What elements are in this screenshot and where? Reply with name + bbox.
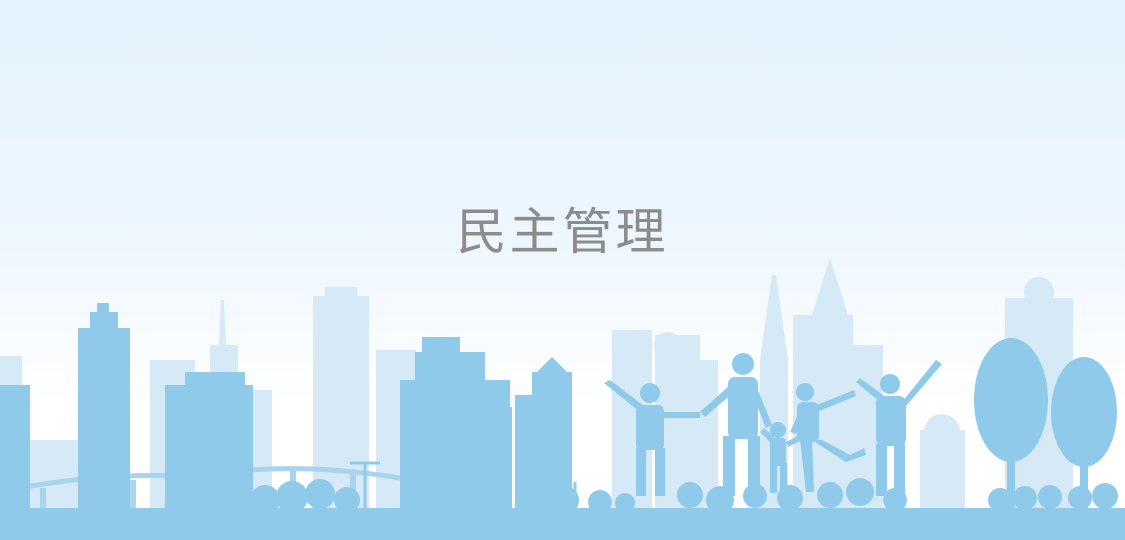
family-silhouette-illustration	[604, 353, 942, 496]
page-title: 民主管理	[456, 203, 669, 261]
tree-illustration	[974, 338, 1117, 510]
